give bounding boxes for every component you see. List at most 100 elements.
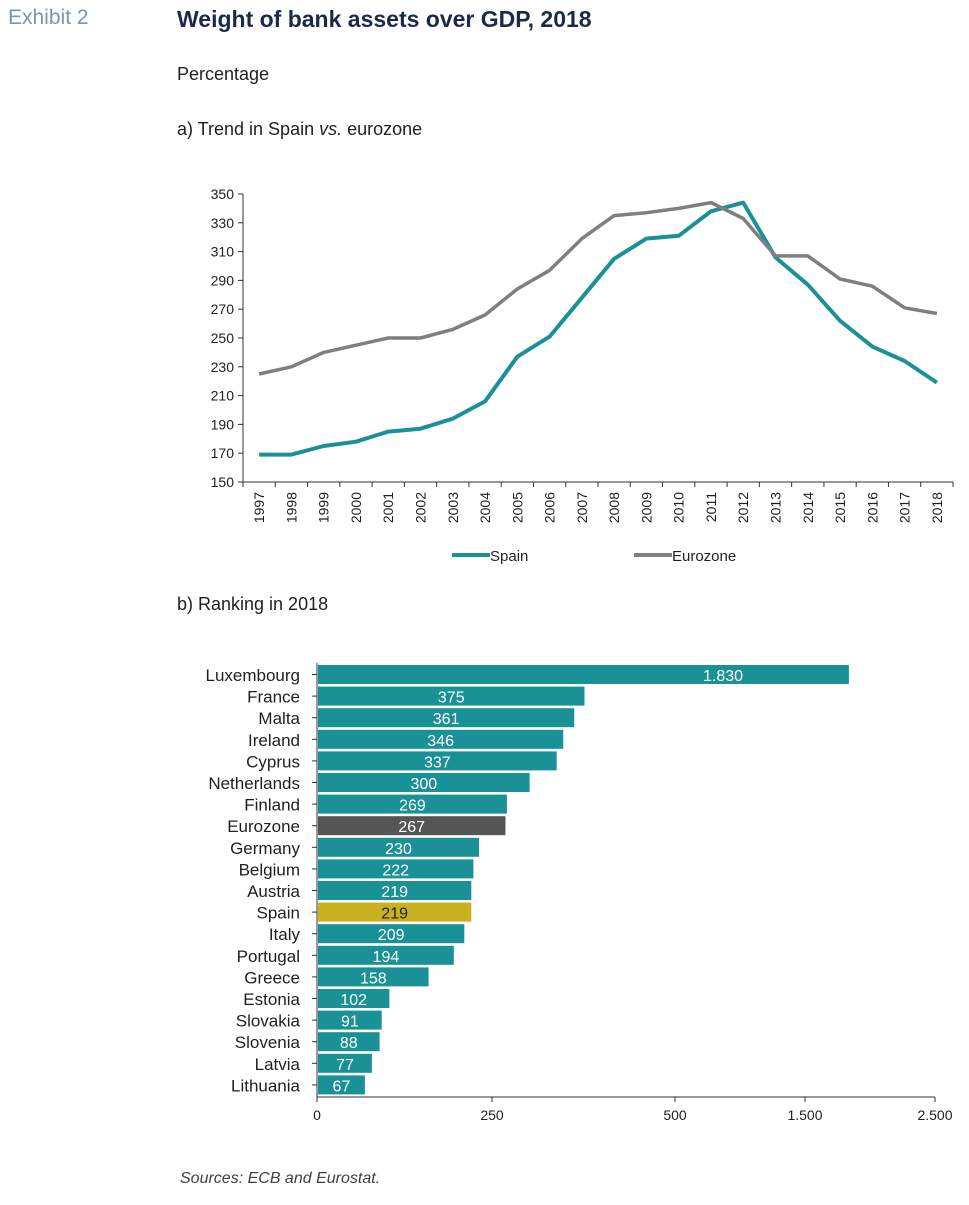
bar-category-label: Greece	[244, 968, 300, 987]
x-tick-label: 2015	[832, 492, 848, 523]
bar-category-label: Cyprus	[246, 752, 300, 771]
bar-x-tick-label: 500	[663, 1107, 687, 1123]
x-tick-label: 2018	[929, 492, 945, 523]
bar-france	[318, 686, 585, 706]
x-tick-label: 2013	[768, 492, 784, 523]
bar-value-label: 209	[378, 927, 405, 944]
bar-value-label: 219	[381, 906, 408, 923]
source-note: Sources: ECB and Eurostat.	[180, 1170, 381, 1187]
y-tick-label: 150	[211, 474, 235, 490]
bar-x-tick-label: 2.500	[917, 1107, 952, 1123]
bar-category-label: France	[247, 688, 300, 707]
bar-category-label: Eurozone	[227, 817, 300, 836]
bar-category-label: Germany	[230, 839, 300, 858]
y-tick-label: 350	[211, 186, 235, 202]
bar-x-tick-label: 1.500	[787, 1107, 822, 1123]
bar-x-tick-label: 250	[480, 1107, 504, 1123]
bar-category-label: Lithuania	[231, 1076, 301, 1095]
bar-value-label: 222	[382, 862, 409, 879]
x-tick-label: 2002	[413, 492, 429, 523]
bar-value-label: 269	[399, 798, 426, 815]
bar-slovenia	[318, 1032, 380, 1052]
x-tick-label: 2017	[897, 492, 913, 523]
x-tick-label: 2014	[800, 492, 816, 523]
y-tick-label: 270	[211, 301, 235, 317]
x-tick-label: 2005	[509, 492, 525, 523]
bar-value-label: 346	[427, 733, 454, 750]
series-line-eurozone	[258, 200, 938, 376]
bar-value-label: 158	[360, 970, 387, 987]
bar-value-label: 375	[438, 690, 465, 707]
bar-lithuania	[318, 1075, 365, 1095]
bar-chart: 0 250 500 1.500 2.500 Luxembourg 1.830 France 37…	[205, 663, 953, 1123]
bar-belgium	[318, 859, 474, 879]
bar-italy	[318, 924, 465, 944]
bar-value-label: 67	[333, 1078, 351, 1095]
bar-category-label: Malta	[258, 709, 300, 728]
bar-category-label: Luxembourg	[205, 666, 300, 685]
panel-a-label: a) Trend in Spain vs. eurozone	[177, 119, 423, 139]
x-tick-label: 1999	[316, 492, 332, 523]
y-tick-label: 290	[211, 272, 235, 288]
x-tick-label: 2009	[638, 492, 654, 523]
bar-value-label: 361	[433, 711, 460, 728]
bar-value-label: 337	[424, 754, 451, 771]
y-tick-label: 190	[211, 416, 235, 432]
x-tick-label: 2012	[735, 492, 751, 523]
y-tick-label: 310	[211, 244, 235, 260]
y-tick-label: 250	[211, 330, 235, 346]
chart-title: Weight of bank assets over GDP, 2018	[177, 6, 592, 32]
bar-x-tick-label: 0	[313, 1107, 321, 1123]
x-tick-label: 2000	[348, 492, 364, 523]
legend-label-eurozone: Eurozone	[672, 548, 736, 565]
legend-label-spain: Spain	[490, 548, 528, 565]
y-tick-label: 210	[211, 388, 235, 404]
x-tick-label: 2006	[542, 492, 558, 523]
bar-ireland	[318, 729, 564, 749]
bar-netherlands	[318, 773, 530, 792]
bar-slovakia	[318, 1010, 382, 1030]
series-line-spain	[259, 200, 939, 457]
x-tick-label: 1997	[251, 492, 267, 523]
bar-cyprus	[318, 751, 557, 771]
bar-category-label: Austria	[247, 882, 300, 901]
x-tick-label: 2007	[574, 492, 590, 523]
y-tick-label: 330	[211, 215, 235, 231]
bar-value-label: 300	[410, 776, 437, 793]
x-tick-label: 1998	[283, 492, 299, 523]
bar-category-label: Slovakia	[236, 1012, 301, 1031]
line-chart: 150 170 190 210 230 250 270 290 310 330 350 1997 199…	[211, 186, 954, 565]
bar-austria	[318, 881, 472, 900]
bar-value-label: 194	[373, 949, 400, 966]
bar-value-label: 77	[336, 1057, 354, 1074]
bar-category-label: Spain	[257, 904, 300, 923]
panel-b-label: b) Ranking in 2018	[177, 594, 329, 614]
bar-value-label: 267	[398, 819, 425, 836]
bar-estonia	[318, 989, 390, 1008]
bar-value-label: 91	[341, 1014, 359, 1031]
chart-subtitle: Percentage	[177, 64, 270, 84]
x-tick-label: 2001	[380, 492, 396, 523]
x-tick-label: 2004	[477, 492, 493, 523]
bar-category-label: Latvia	[255, 1055, 301, 1074]
bar-value-label: 230	[385, 841, 412, 858]
x-tick-label: 2010	[671, 492, 687, 523]
x-tick-label: 2003	[445, 492, 461, 523]
bar-value-label: 1.830	[703, 668, 743, 685]
x-tick-label: 2008	[606, 492, 622, 523]
bar-category-label: Portugal	[237, 947, 300, 966]
y-tick-label: 230	[211, 359, 235, 375]
bar-eurozone	[318, 816, 506, 836]
bar-finland	[318, 794, 507, 814]
bar-category-label: Estonia	[243, 990, 300, 1009]
bar-category-label: Slovenia	[235, 1033, 301, 1052]
bar-category-label: Italy	[269, 925, 301, 944]
bar-category-label: Belgium	[239, 860, 300, 879]
y-tick-label: 170	[211, 445, 235, 461]
x-tick-label: 2016	[864, 492, 880, 523]
bar-category-label: Netherlands	[208, 774, 300, 793]
exhibit-label: Exhibit 2	[8, 6, 89, 29]
bar-portugal	[318, 945, 454, 965]
bar-latvia	[318, 1053, 372, 1073]
bar-value-label: 88	[340, 1035, 358, 1052]
